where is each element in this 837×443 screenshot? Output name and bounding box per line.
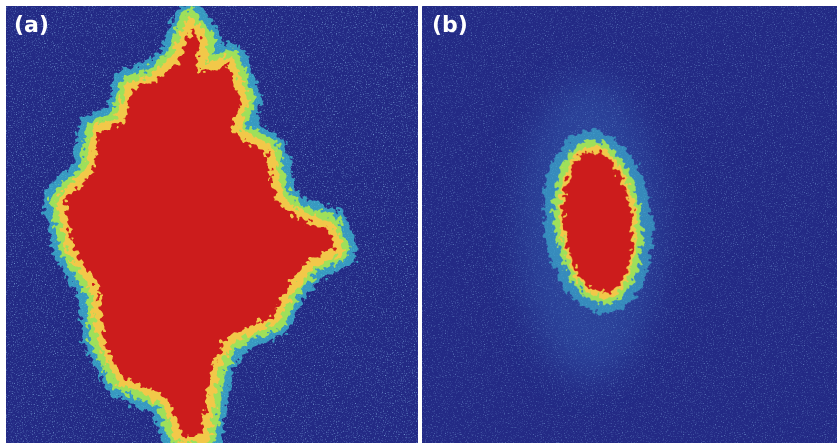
panel-a: (a) <box>6 6 418 443</box>
panel-label: (a) <box>14 13 49 38</box>
panel-b: (b) <box>422 6 837 443</box>
panel-label: (b) <box>432 13 468 38</box>
